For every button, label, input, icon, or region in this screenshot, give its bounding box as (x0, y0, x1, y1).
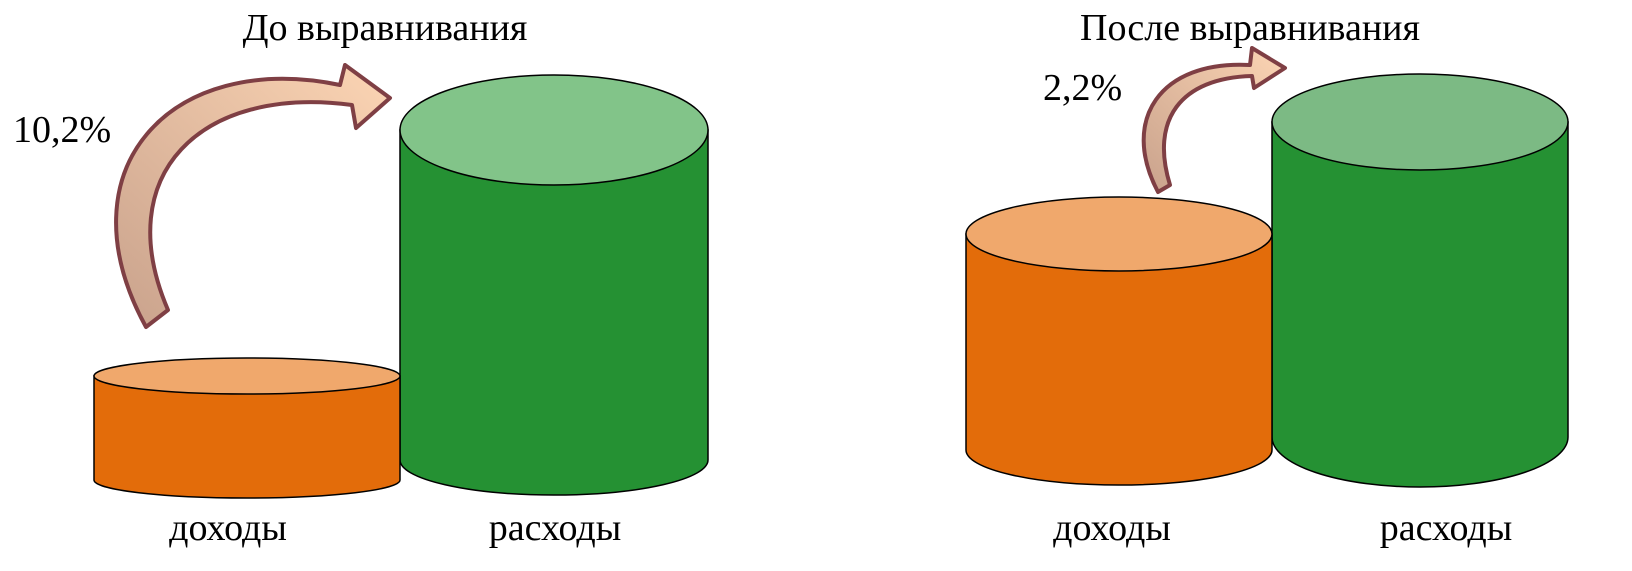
gap-label-before: 10,2% (13, 109, 111, 151)
panel-title-before: До выравнивания (243, 7, 528, 49)
curved-arrow-after (1141, 46, 1287, 194)
gap-label-after: 2,2% (1043, 67, 1122, 109)
expense-label-after: расходы (1380, 507, 1513, 549)
panel-title-after: После выравнивания (1080, 7, 1420, 49)
income-cylinder-after (965, 196, 1273, 486)
panel-after: После выравнивания 2,2% доходы расходы (965, 7, 1569, 549)
income-cylinder-before (93, 357, 401, 499)
income-label-before: доходы (169, 507, 287, 549)
panel-before: До выравнивания 10,2% доходы расходы (13, 7, 709, 549)
income-label-after: доходы (1053, 507, 1171, 549)
expense-label-before: расходы (489, 507, 622, 549)
curved-arrow-before (114, 63, 392, 329)
expense-cylinder-after (1271, 73, 1569, 488)
expense-cylinder-before (399, 74, 709, 496)
